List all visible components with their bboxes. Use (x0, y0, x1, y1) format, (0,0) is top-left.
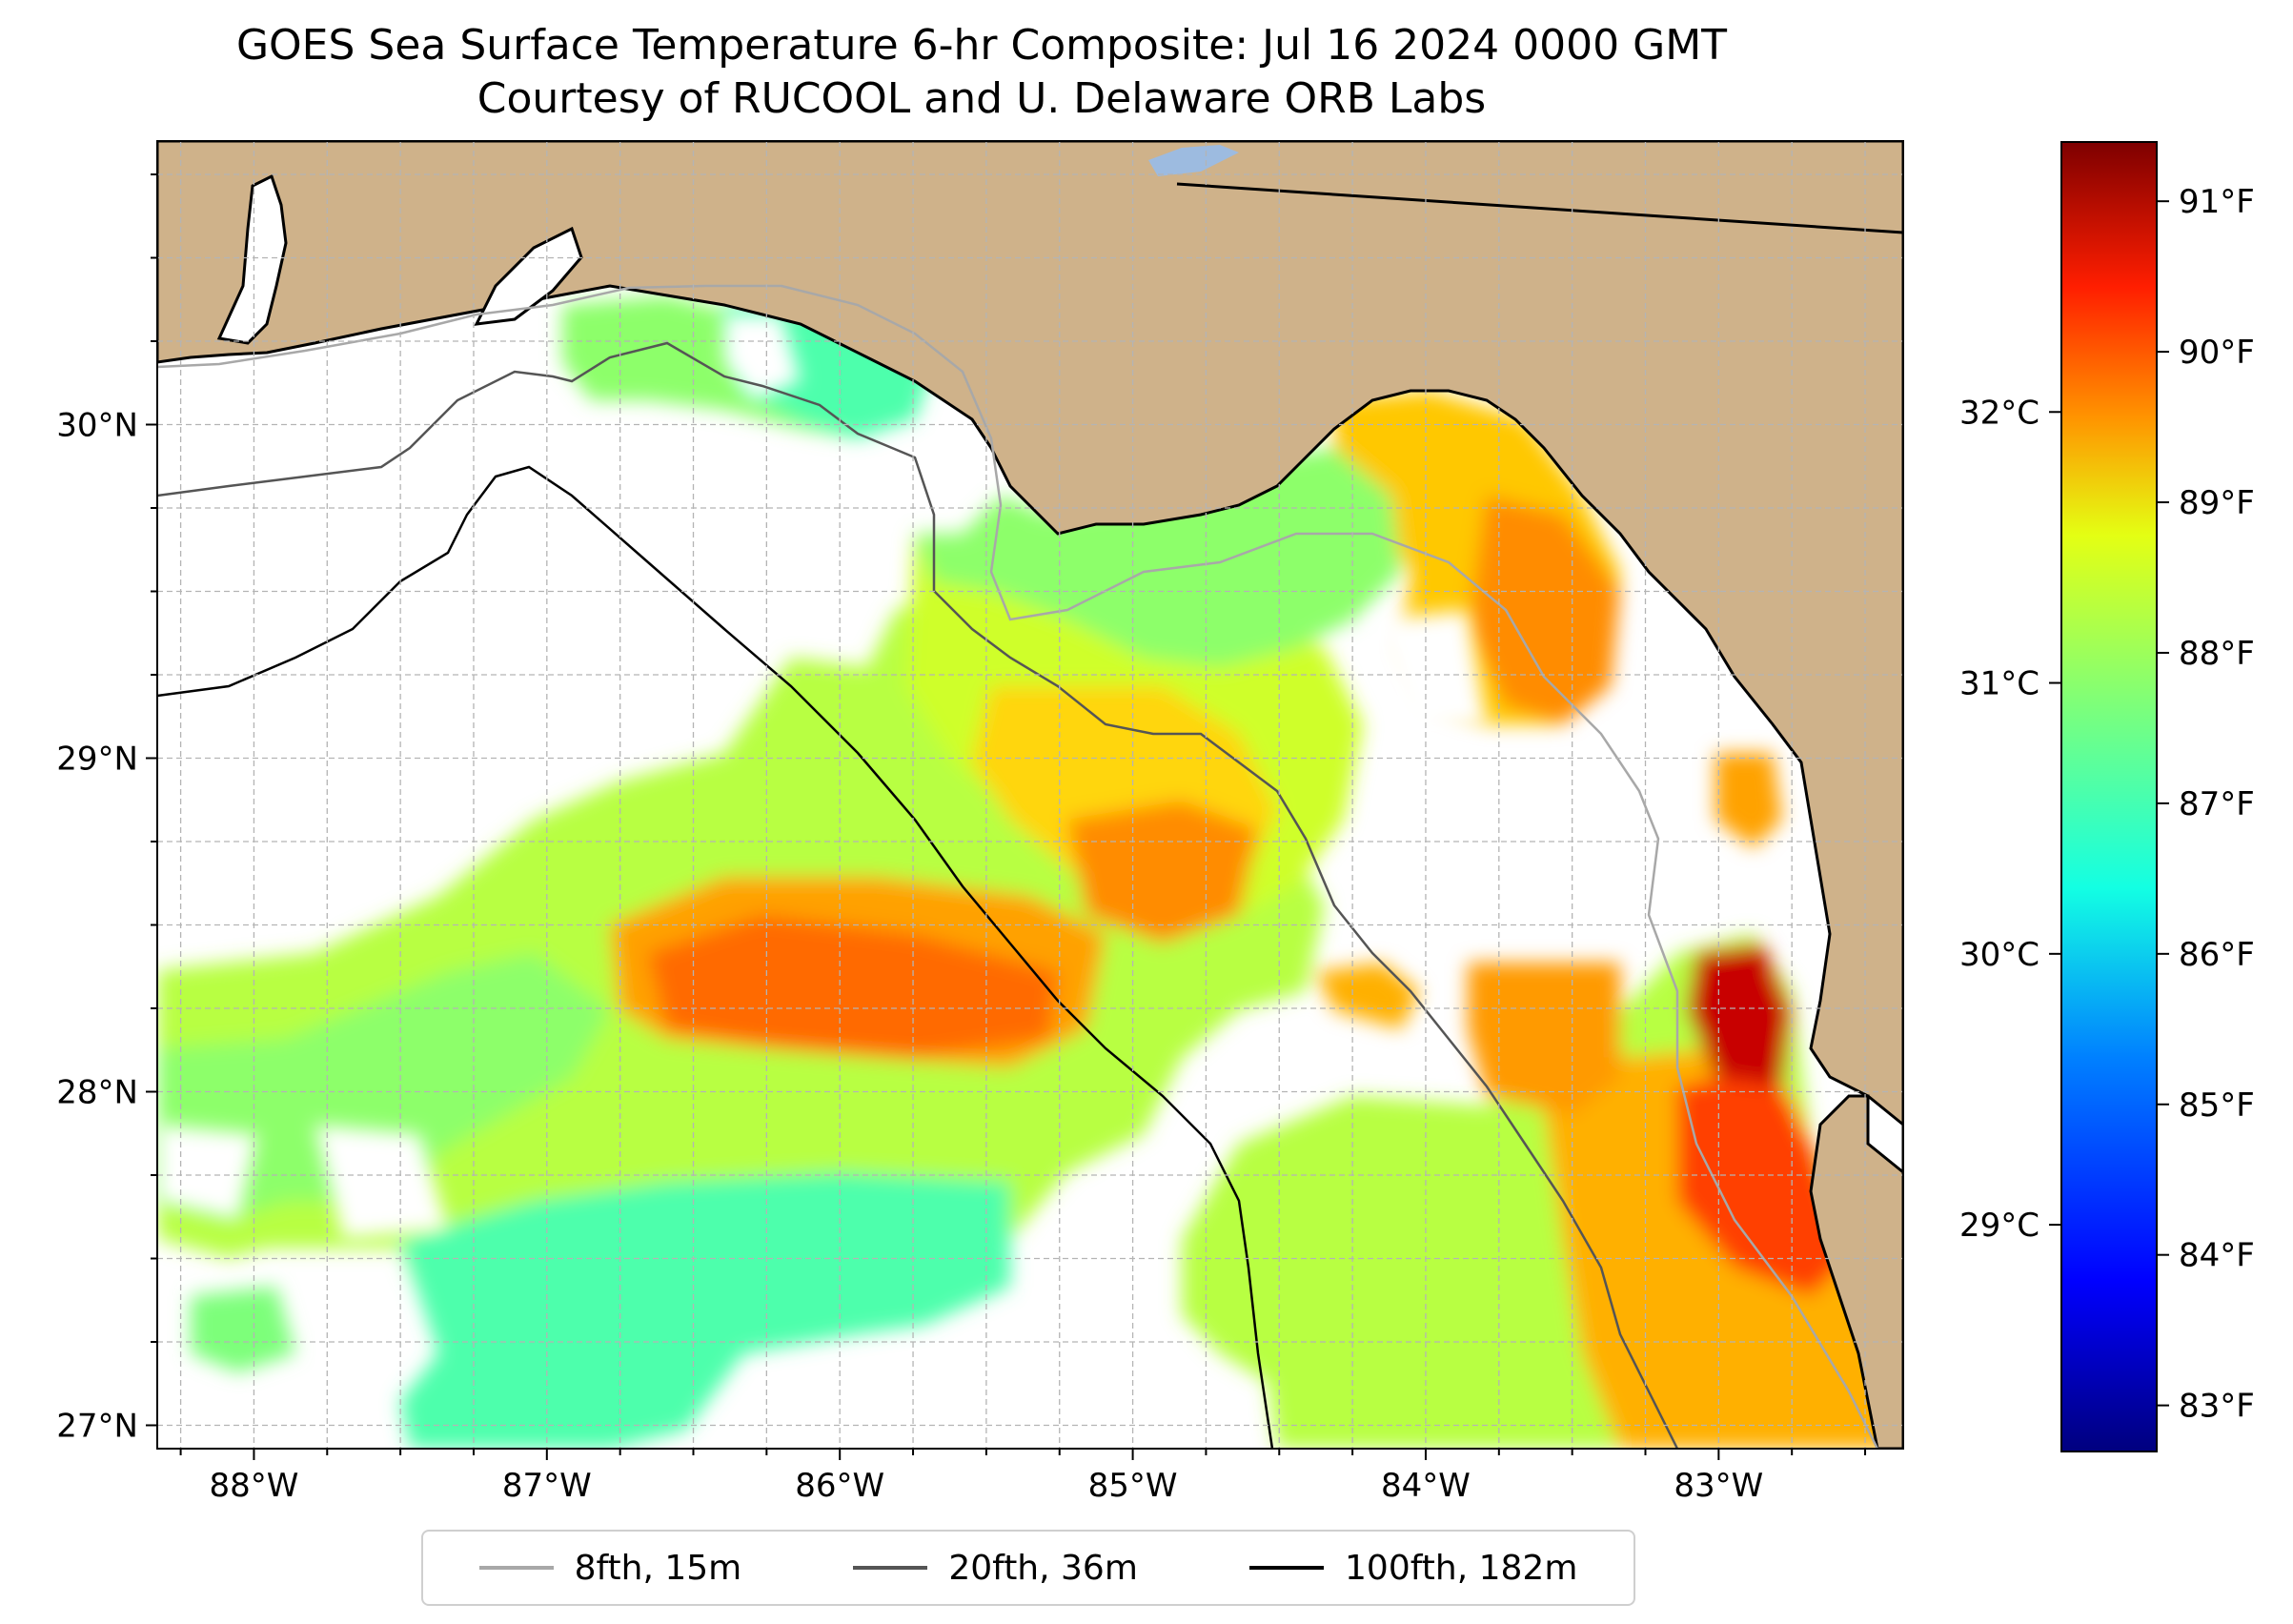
lon-tick-label: 83°W (1674, 1467, 1763, 1505)
lake (1148, 145, 1239, 176)
graticule (157, 141, 1903, 1449)
legend-swatch (1249, 1566, 1325, 1570)
legend-item-100fth: 100fth, 182m (1249, 1549, 1577, 1588)
legend-swatch (478, 1566, 554, 1570)
map-frame (156, 140, 1904, 1450)
legend-label: 8fth, 15m (574, 1548, 742, 1588)
lon-tick-label: 87°W (502, 1467, 592, 1505)
lat-tick-label: 27°N (56, 1408, 138, 1446)
lon-tick-label: 84°W (1381, 1467, 1471, 1505)
axis-ticks: 88°W 87°W 86°W 85°W 84°W 83°W 27°N 28°N 29°N 30°N (56, 173, 1867, 1505)
map-subtitle: Courtesy of RUCOOL and U. Delaware ORB L… (477, 74, 1487, 123)
legend-swatch (853, 1566, 928, 1570)
missing-data (157, 315, 1487, 1239)
legend-item-8fth: 8fth, 15m (478, 1548, 742, 1588)
map-title: GOES Sea Surface Temperature 6-hr Compos… (235, 21, 1728, 70)
lon-tick-label: 85°W (1088, 1467, 1178, 1505)
lat-tick-label: 28°N (56, 1074, 138, 1112)
legend-label: 20fth, 36m (948, 1548, 1138, 1588)
bay-inlet (216, 173, 288, 345)
temperature-colorbar (2060, 141, 2158, 1452)
lat-tick-label: 29°N (56, 741, 138, 779)
lon-tick-label: 86°W (795, 1467, 884, 1505)
isobath-8fth (157, 284, 1879, 1449)
bay-inlet (474, 226, 583, 326)
lat-tick-label: 30°N (56, 407, 138, 445)
legend-item-20fth: 20fth, 36m (853, 1549, 1138, 1588)
isobath-20fth (157, 341, 1679, 1449)
state-boundary (1176, 182, 1903, 234)
land-mass (157, 141, 1903, 1449)
legend-label: 100fth, 182m (1345, 1548, 1578, 1588)
lon-tick-label: 88°W (209, 1467, 298, 1505)
isobath-legend: 8fth, 15m 20fth, 36m 100fth, 182m (421, 1530, 1635, 1606)
